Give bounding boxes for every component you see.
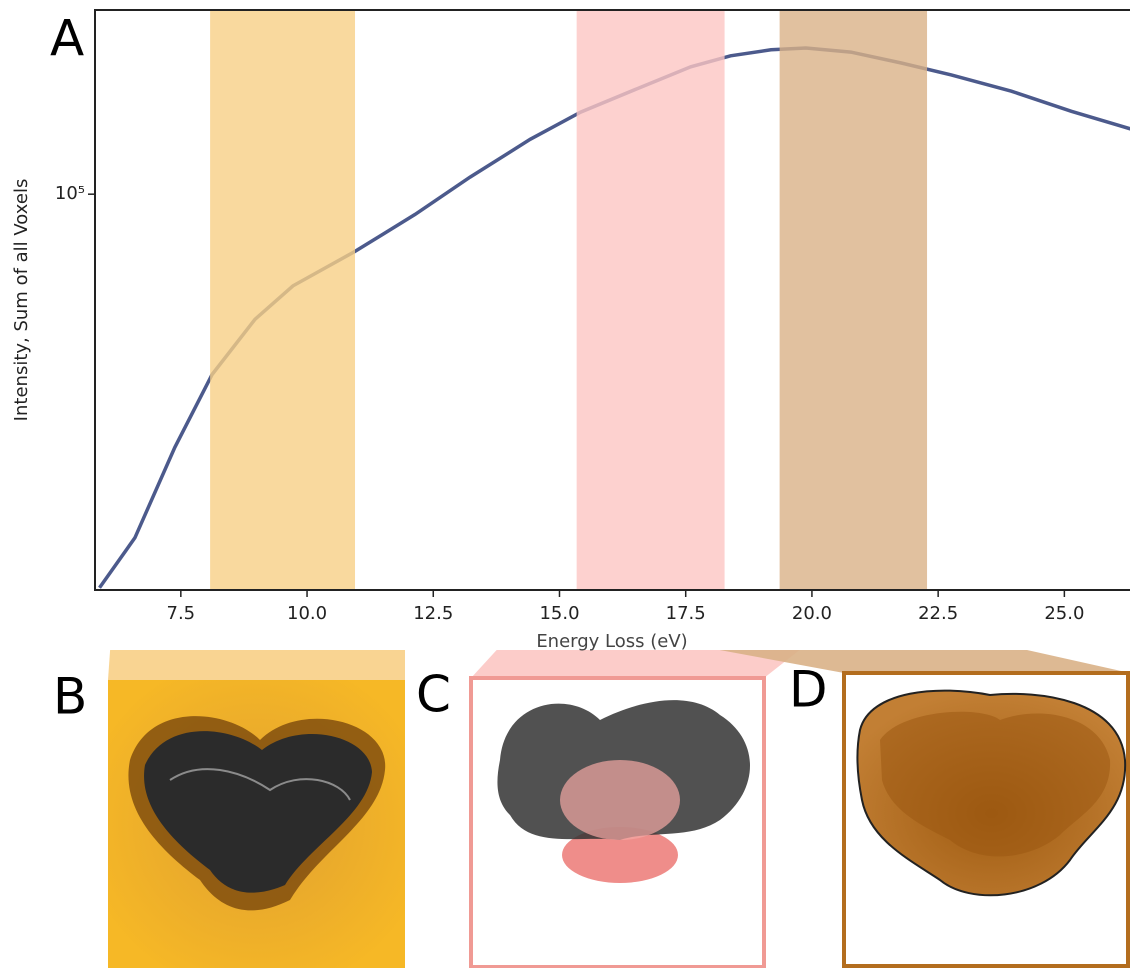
x-tick-label: 12.5 <box>413 603 453 624</box>
x-tick-label: 17.5 <box>666 603 706 624</box>
x-tick-label: 7.5 <box>167 603 196 624</box>
x-tick-label: 20.0 <box>792 603 832 624</box>
x-tick-label: 15.0 <box>539 603 579 624</box>
highlight-band <box>780 10 927 590</box>
panel-b-image <box>108 680 405 968</box>
panel-label: D <box>789 661 828 719</box>
x-tick-label: 25.0 <box>1044 603 1084 624</box>
highlight-band <box>577 10 725 590</box>
band-connector <box>108 650 405 680</box>
panel-label: A <box>50 10 84 68</box>
panel-label: C <box>416 666 451 724</box>
x-tick-label: 10.0 <box>287 603 327 624</box>
panel-d-image <box>844 673 1128 966</box>
y-tick-label: 10⁵ <box>55 183 85 204</box>
x-tick-label: 22.5 <box>918 603 958 624</box>
y-axis-label: Intensity, Sum of all Voxels <box>11 179 32 422</box>
figure: 7.5 10.0 12.5 15.0 17.5 20.0 22.5 25.0 10⁵ A Ene… <box>0 0 1130 968</box>
x-axis-label: Energy Loss (eV) <box>536 631 687 652</box>
highlight-band <box>210 10 355 590</box>
panel-label: B <box>53 668 87 726</box>
panel-c-image <box>471 678 764 967</box>
